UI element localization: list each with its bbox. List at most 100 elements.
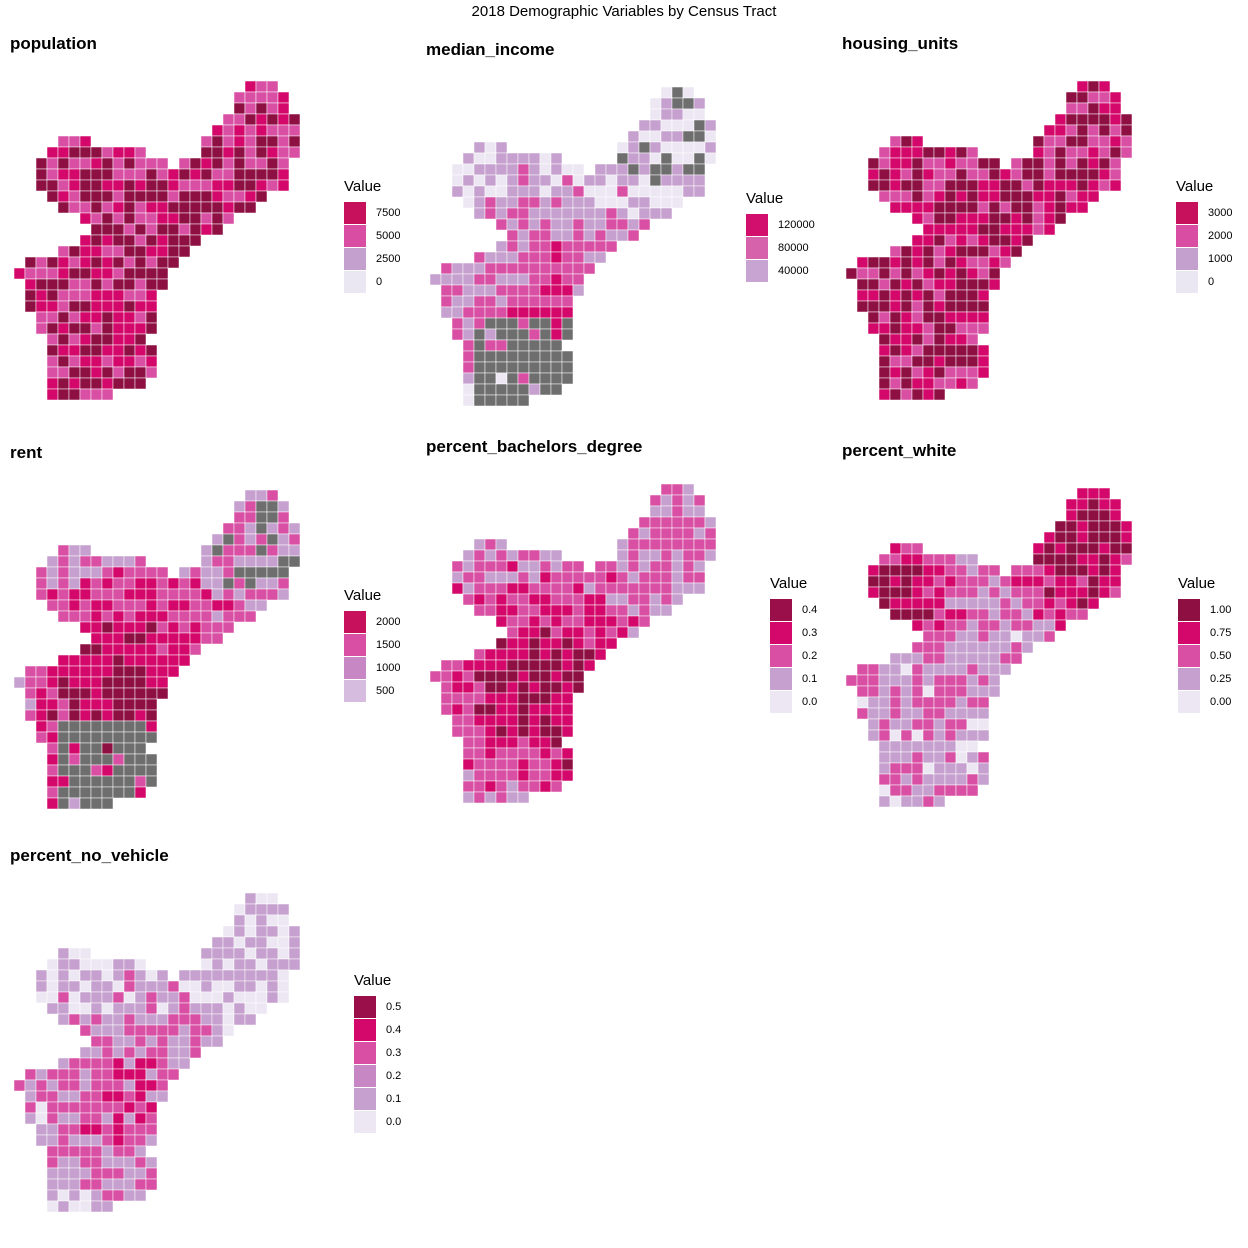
tract	[484, 659, 497, 672]
tract	[638, 130, 651, 143]
tract	[539, 251, 552, 264]
tract	[506, 648, 519, 661]
tract	[200, 947, 213, 960]
tract	[112, 621, 125, 634]
tract	[211, 991, 224, 1004]
tract	[517, 273, 530, 286]
tract	[35, 566, 48, 579]
tract	[255, 947, 268, 960]
tract	[68, 786, 81, 799]
tract	[222, 1002, 235, 1015]
tract	[24, 267, 37, 280]
tract	[911, 553, 924, 566]
tract	[68, 1200, 81, 1213]
tract	[539, 383, 552, 396]
tract	[35, 278, 48, 291]
tract	[112, 278, 125, 291]
tract	[583, 604, 596, 617]
tract	[68, 289, 81, 302]
tract	[57, 980, 70, 993]
tract	[90, 267, 103, 280]
tract	[506, 758, 519, 771]
tract	[944, 773, 957, 786]
tract	[35, 980, 48, 993]
tract	[79, 146, 92, 159]
tract	[988, 245, 1001, 258]
tract	[1021, 212, 1034, 225]
tract	[57, 991, 70, 1004]
tract	[550, 383, 563, 396]
tract	[1054, 179, 1067, 192]
tract	[583, 218, 596, 231]
tract	[112, 311, 125, 324]
tract	[539, 152, 552, 165]
tract	[889, 179, 902, 192]
tract	[1054, 564, 1067, 577]
tract	[605, 163, 618, 176]
tract	[46, 322, 59, 335]
tract	[550, 659, 563, 672]
tract	[145, 991, 158, 1004]
tract	[911, 663, 924, 676]
tract	[134, 1101, 147, 1114]
tract	[123, 256, 136, 269]
tract	[922, 300, 935, 313]
tract	[495, 549, 508, 562]
tract	[922, 278, 935, 291]
tract	[484, 361, 497, 374]
tract	[944, 157, 957, 170]
tract	[988, 190, 1001, 203]
tract	[79, 698, 92, 711]
tract	[922, 190, 935, 203]
tract	[1098, 157, 1111, 170]
tract	[462, 317, 475, 330]
tract	[1109, 91, 1122, 104]
tract	[156, 566, 169, 579]
tract	[955, 344, 968, 357]
tract	[68, 544, 81, 557]
tract	[693, 119, 706, 132]
tract	[933, 586, 946, 599]
tract	[68, 577, 81, 590]
tract	[451, 714, 464, 727]
tract	[68, 764, 81, 777]
tract	[966, 245, 979, 258]
legend-swatch	[746, 213, 768, 236]
tract	[649, 196, 662, 209]
tract	[35, 1079, 48, 1092]
tract	[506, 582, 519, 595]
tract	[57, 566, 70, 579]
tract	[484, 560, 497, 573]
tract	[528, 328, 541, 341]
tract	[682, 483, 695, 496]
tract	[1054, 146, 1067, 159]
tract	[123, 278, 136, 291]
tract	[495, 339, 508, 352]
tract	[856, 278, 869, 291]
tract	[46, 1101, 59, 1114]
tract	[222, 135, 235, 148]
tract	[933, 333, 946, 346]
tract	[222, 124, 235, 137]
tract	[178, 599, 191, 612]
tract	[211, 555, 224, 568]
tract	[134, 753, 147, 766]
tract	[233, 936, 246, 949]
tract	[46, 1079, 59, 1092]
tract	[1065, 135, 1078, 148]
tract	[944, 564, 957, 577]
tract	[528, 218, 541, 231]
tract	[900, 311, 913, 324]
tract	[90, 278, 103, 291]
tract	[999, 245, 1012, 258]
tract	[506, 207, 519, 220]
tract	[682, 152, 695, 165]
tract	[156, 1079, 169, 1092]
tract	[933, 223, 946, 236]
tract	[955, 630, 968, 643]
tract	[473, 758, 486, 771]
tract	[57, 1123, 70, 1136]
tract	[911, 179, 924, 192]
tract	[605, 626, 618, 639]
legend-swatch	[770, 690, 792, 713]
